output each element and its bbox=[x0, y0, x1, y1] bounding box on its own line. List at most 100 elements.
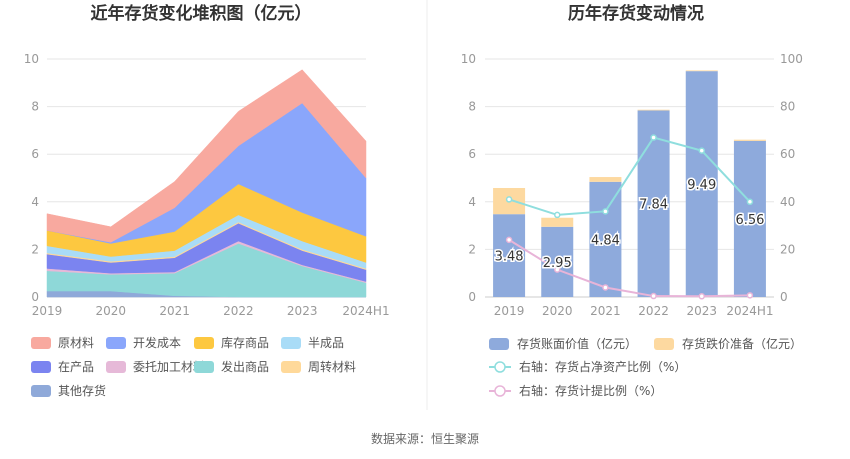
left-legend-item[interactable]: 库存商品 bbox=[194, 335, 269, 350]
provision-ratio-point bbox=[602, 284, 609, 291]
left-x-tick-label: 2020 bbox=[96, 304, 127, 318]
left-legend-swatch bbox=[106, 361, 126, 373]
right-legend-marker bbox=[494, 385, 506, 397]
right-y2-tick-label: 80 bbox=[780, 100, 795, 114]
right-legend-label: 右轴：存货计提比例（%） bbox=[519, 383, 662, 398]
bar-book-value bbox=[733, 140, 766, 297]
left-legend-item[interactable]: 发出商品 bbox=[194, 359, 269, 374]
right-legend-item[interactable]: 存货账面价值（亿元） bbox=[489, 336, 637, 351]
bar-book-value bbox=[685, 71, 718, 297]
right-x-tick-label: 2024H1 bbox=[726, 304, 773, 318]
right-legend-item[interactable]: 存货跌价准备（亿元） bbox=[654, 336, 802, 351]
chart-title-left: 近年存货变化堆积图（亿元） bbox=[91, 3, 312, 24]
right-legend-swatch bbox=[489, 338, 509, 350]
bar-book-value bbox=[637, 110, 670, 298]
provision-ratio-point bbox=[505, 236, 513, 244]
ratio-point bbox=[650, 134, 657, 141]
bar-impairment bbox=[685, 70, 718, 72]
left-legend-label: 库存商品 bbox=[221, 335, 269, 350]
left-legend-swatch bbox=[31, 337, 51, 349]
bar-impairment bbox=[541, 217, 574, 227]
ratio-point bbox=[505, 196, 513, 203]
left-legend-swatch bbox=[281, 361, 301, 373]
ratio-point bbox=[746, 198, 754, 206]
right-x-tick-label: 2023 bbox=[686, 304, 717, 318]
left-legend-item[interactable]: 其他存货 bbox=[31, 383, 106, 398]
left-legend-label: 周转材料 bbox=[308, 359, 356, 374]
left-legend-item[interactable]: 在产品 bbox=[31, 360, 94, 374]
provision-ratio-point bbox=[746, 292, 754, 299]
right-y2-tick-label: 40 bbox=[780, 195, 795, 209]
left-legend-swatch bbox=[281, 337, 301, 349]
right-bar-line-chart: 0 0 2 20 4 40 6 60 8 80 10 100 3.48 2.95 4.84 7.84 9.49 6… bbox=[461, 52, 803, 318]
ratio-point bbox=[554, 211, 561, 219]
bar-impairment bbox=[637, 109, 670, 111]
left-legend-label: 在产品 bbox=[58, 360, 94, 374]
right-legend-label: 存货跌价准备（亿元） bbox=[682, 336, 802, 351]
right-y2-tick-label: 20 bbox=[780, 242, 795, 256]
left-x-tick-label: 2021 bbox=[159, 304, 190, 318]
left-legend-item[interactable]: 开发成本 bbox=[106, 335, 181, 350]
left-legend-item[interactable]: 委托加工材料 bbox=[106, 360, 205, 374]
bar-impairment bbox=[733, 139, 766, 141]
left-y-tick-label: 2 bbox=[31, 242, 39, 256]
right-x-tick-label: 2019 bbox=[494, 304, 525, 318]
provision-ratio-point bbox=[698, 293, 705, 300]
right-y-tick-label: 8 bbox=[468, 100, 476, 114]
left-legend-swatch bbox=[31, 361, 51, 373]
right-legend-label: 存货账面价值（亿元） bbox=[517, 336, 637, 351]
bar-value-label: 4.84 bbox=[591, 233, 620, 248]
ratio-point bbox=[698, 147, 705, 154]
right-x-tick-label: 2022 bbox=[638, 304, 669, 318]
bar-book-value bbox=[589, 181, 622, 297]
ratio-line bbox=[508, 136, 751, 216]
left-x-tick-label: 2023 bbox=[287, 304, 318, 318]
left-x-tick-label: 2024H1 bbox=[342, 304, 389, 318]
left-legend-swatch bbox=[194, 337, 214, 349]
right-x-tick-label: 2021 bbox=[590, 304, 621, 318]
left-y-tick-label: 4 bbox=[31, 195, 39, 209]
left-y-tick-label: 0 bbox=[31, 290, 39, 304]
right-y2-tick-label: 100 bbox=[780, 52, 803, 66]
right-legend-item[interactable]: 右轴：存货计提比例（%） bbox=[489, 383, 662, 398]
provision-ratio-point bbox=[650, 292, 657, 300]
bar-value-label: 7.84 bbox=[639, 198, 668, 213]
provision-ratio-line bbox=[508, 239, 750, 298]
right-y-tick-label: 4 bbox=[468, 195, 476, 209]
left-stacked-area-chart: 0 2 4 6 8 10 2019 2020 2021 2022 2023 2024H1 bbox=[24, 52, 390, 318]
bar-value-label: 2.95 bbox=[543, 256, 572, 271]
right-legend-marker bbox=[494, 361, 506, 373]
right-legend: 存货账面价值（亿元） 存货跌价准备（亿元） 右轴：存货占净资产比例（%） 右轴：存货计… bbox=[489, 336, 802, 398]
right-y-tick-label: 0 bbox=[468, 290, 476, 304]
left-legend-swatch bbox=[194, 361, 214, 373]
right-y2-tick-label: 60 bbox=[780, 147, 795, 161]
left-legend-item[interactable]: 半成品 bbox=[281, 336, 344, 350]
left-x-tick-label: 2019 bbox=[32, 304, 63, 318]
left-y-tick-label: 10 bbox=[24, 52, 39, 66]
right-y-tick-label: 2 bbox=[468, 242, 476, 256]
chart-title-right: 历年存货变动情况 bbox=[568, 3, 704, 24]
left-legend-item[interactable]: 原材料 bbox=[31, 336, 94, 350]
left-legend-label: 开发成本 bbox=[133, 335, 181, 350]
left-legend-item[interactable]: 周转材料 bbox=[281, 359, 356, 374]
left-legend-swatch bbox=[31, 385, 51, 397]
right-legend-swatch bbox=[654, 338, 674, 350]
provision-ratio-point bbox=[554, 266, 561, 273]
bar-value-label: 3.48 bbox=[495, 250, 524, 265]
right-legend-label: 右轴：存货占净资产比例（%） bbox=[519, 359, 686, 374]
right-legend-item[interactable]: 右轴：存货占净资产比例（%） bbox=[489, 359, 686, 374]
data-source-note: 数据来源：恒生聚源 bbox=[371, 431, 479, 446]
left-legend-label: 委托加工材料 bbox=[133, 360, 205, 374]
left-x-tick-label: 2022 bbox=[223, 304, 254, 318]
left-y-tick-label: 8 bbox=[31, 100, 39, 114]
bar-book-value bbox=[493, 214, 526, 297]
right-y-tick-label: 10 bbox=[461, 52, 476, 66]
bar-value-label: 6.56 bbox=[735, 213, 764, 228]
bar-impairment bbox=[589, 177, 622, 182]
ratio-point bbox=[602, 208, 609, 215]
left-y-tick-label: 6 bbox=[31, 147, 39, 161]
right-y2-tick-label: 0 bbox=[780, 290, 788, 304]
bar-value-label: 9.49 bbox=[687, 178, 716, 193]
